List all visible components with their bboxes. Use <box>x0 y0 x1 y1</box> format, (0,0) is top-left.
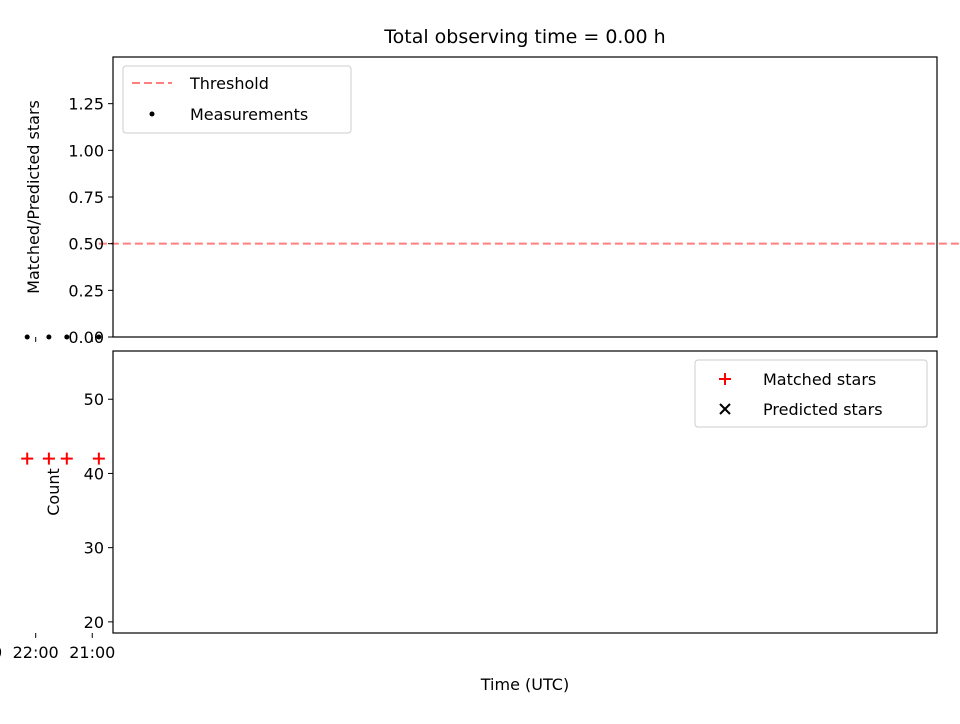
bottom-x-tick-label: 23:00 <box>0 643 2 662</box>
matched-stars-point <box>60 452 73 465</box>
top-y-tick-label: 1.25 <box>68 95 104 114</box>
legend-matched-swatch <box>719 373 731 385</box>
top-y-tick-label: 0.25 <box>68 281 104 300</box>
chart-title: Total observing time = 0.00 h <box>383 26 665 48</box>
legend-measurements-swatch <box>149 111 155 117</box>
bottom-legend-frame <box>694 359 928 428</box>
top-x-axis <box>35 337 93 342</box>
bottom-y-tick-label: 30 <box>84 539 104 558</box>
top-y-tick-label: 0.50 <box>68 235 104 254</box>
bottom-y-axis: 20 30 40 50 <box>84 390 113 632</box>
bottom-series-layer <box>21 452 105 465</box>
measurement-point <box>64 334 70 340</box>
bottom-axes-frame <box>112 350 938 634</box>
top-series-layer <box>24 242 960 340</box>
top-y-axis: 0.00 0.25 0.50 0.75 1.00 1.25 <box>68 95 113 347</box>
legend-predicted-label: Predicted stars <box>763 400 883 419</box>
legend-predicted-swatch <box>719 403 731 415</box>
measurement-point <box>24 334 30 340</box>
matched-stars-point <box>92 452 105 465</box>
bottom-y-tick-label: 50 <box>84 390 104 409</box>
top-y-tick-label: 1.00 <box>68 141 104 160</box>
top-legend: Threshold Measurements <box>122 65 352 134</box>
top-y-axis-label: Matched/Predicted stars <box>24 100 43 294</box>
bottom-x-axis-label: Time (UTC) <box>480 675 569 694</box>
bottom-y-tick-label: 20 <box>84 613 104 632</box>
bottom-y-tick-label: 40 <box>84 464 104 483</box>
bottom-legend: Matched stars Predicted stars <box>694 359 928 428</box>
top-panel: 0.00 0.25 0.50 0.75 1.00 1.25 Matched/Predict… <box>24 56 960 347</box>
legend-measurements-label: Measurements <box>190 105 308 124</box>
matched-stars-point <box>42 452 55 465</box>
top-y-tick-label: 0.75 <box>68 188 104 207</box>
top-y-tick-label: 0.00 <box>68 328 104 347</box>
legend-matched-label: Matched stars <box>763 370 876 389</box>
bottom-x-tick-label: 21:00 <box>69 643 115 662</box>
top-legend-frame <box>122 65 352 134</box>
legend-threshold-label: Threshold <box>189 74 269 93</box>
bottom-x-tick-label: 22:00 <box>13 643 59 662</box>
measurement-point <box>96 334 102 340</box>
measurement-point <box>46 334 52 340</box>
bottom-y-axis-label: Count <box>44 468 63 516</box>
matched-stars-point <box>21 452 34 465</box>
bottom-x-axis: 21:0022:0023:0000:0001:0002:0003:0004:00… <box>0 633 115 662</box>
